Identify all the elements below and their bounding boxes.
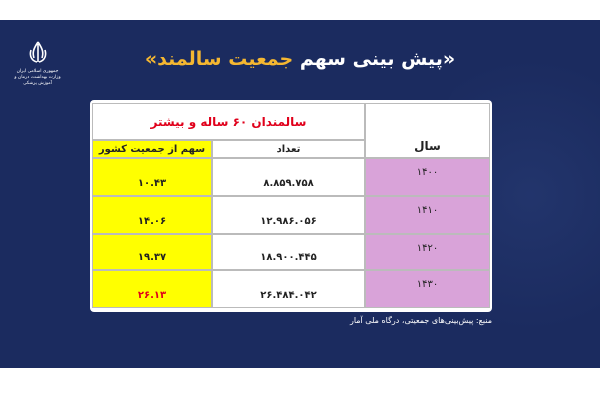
source: منبع: پیش‌بینی‌های جمعیتی، درگاه ملی آما…: [349, 316, 492, 325]
count-cell: ۸.۸۵۹.۷۵۸: [212, 158, 365, 196]
year-cell: ۱۴۳۰: [365, 270, 490, 308]
logo-line: جمهوری اسلامی ایران: [16, 69, 59, 74]
share-cell: ۲۶.۱۳: [92, 270, 212, 308]
count-cell: ۱۸.۹۰۰.۴۴۵: [212, 234, 365, 270]
table-card: سالمندان ۶۰ ساله و بیشتر سال تعداد سهم از ج…: [90, 100, 492, 312]
title: «پیش بینی سهم جمعیت سالمند»: [0, 48, 600, 70]
year-cell: ۱۴۰۰: [365, 158, 490, 196]
title-part: «پیش بینی سهم: [293, 48, 456, 70]
column-header: سهم از جمعیت کشور: [92, 140, 212, 158]
year-cell: ۱۴۱۰: [365, 196, 490, 234]
logo: جمهوری اسلامی ایران وزارت بهداشت، درمان …: [10, 40, 65, 87]
column-header: سال: [365, 103, 490, 158]
count-cell: ۲۶.۴۸۴.۰۴۲: [212, 270, 365, 308]
logo-line: وزارت بهداشت، درمان و آموزش پزشکی: [14, 75, 61, 86]
column-header: تعداد: [212, 140, 365, 158]
count-cell: ۱۲.۹۸۶.۰۵۶: [212, 196, 365, 234]
year-cell: ۱۴۲۰: [365, 234, 490, 270]
share-cell: ۱۴.۰۶: [92, 196, 212, 234]
share-cell: ۱۹.۳۷: [92, 234, 212, 270]
emblem: [29, 41, 46, 63]
title-highlight: جمعیت سالمند»: [144, 48, 294, 70]
group-header: سالمندان ۶۰ ساله و بیشتر: [92, 103, 365, 140]
share-cell: ۱۰.۴۳: [92, 158, 212, 196]
